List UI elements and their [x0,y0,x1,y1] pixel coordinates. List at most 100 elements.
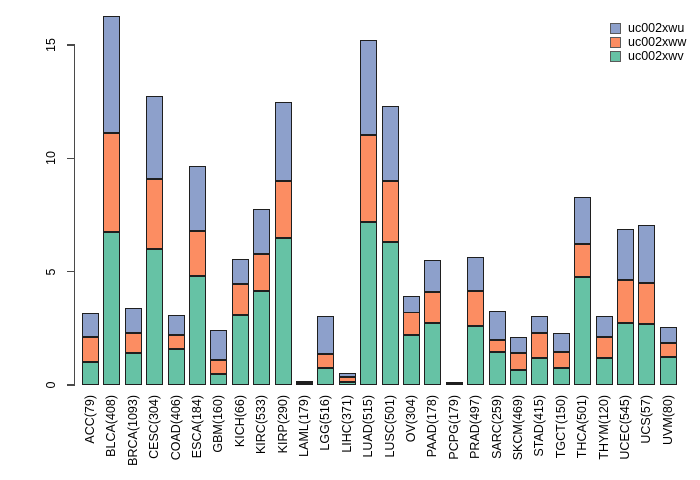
x-axis-label: LAML(179) [297,395,311,457]
bar-segment-uc002xwu [360,40,377,135]
legend-swatch-icon [610,50,621,62]
bar-segment-uc002xwv [403,335,420,385]
bar-segment-uc002xwu [510,337,527,354]
x-axis-label: LGG(516) [318,395,332,451]
x-axis-label: BRCA(1093) [126,395,140,466]
bar-segment-uc002xww [82,337,99,363]
bar-skcm [510,337,527,385]
bar-segment-uc002xwu [531,315,548,333]
x-axis-label: KIRC(533) [254,395,268,455]
bar-kich [232,259,249,385]
y-tick-mark [67,271,75,273]
bar-segment-uc002xwu [489,311,506,340]
bar-segment-uc002xww [531,332,548,358]
bar-segment-uc002xww [467,291,484,327]
x-axis-label: SARC(259) [490,395,504,459]
bar-pcpg [446,381,463,385]
bar-segment-uc002xww [146,178,163,249]
x-axis-label: UCEC(545) [618,395,632,460]
bar-segment-uc002xwv [275,237,292,385]
bar-segment-uc002xwu [210,329,227,361]
bar-gbm [210,329,227,385]
bar-segment-uc002xww [510,353,527,371]
x-axis-label: PCPG(179) [447,395,461,460]
x-axis-label: SKCM(469) [511,395,525,461]
bar-ov [403,295,420,385]
bar-segment-uc002xwu [446,381,463,384]
bar-segment-uc002xwu [253,209,270,254]
bar-segment-uc002xwv [531,357,548,385]
bar-segment-uc002xwv [489,352,506,385]
bar-thca [574,196,591,385]
bar-segment-uc002xwu [168,314,185,336]
bar-segment-uc002xwv [467,326,484,385]
bar-segment-uc002xwu [275,101,292,181]
x-axis-label: TGCT(150) [554,395,568,459]
bar-kirp [275,101,292,385]
x-axis-label: BLCA(408) [104,395,118,457]
bar-brca [125,308,142,385]
x-axis-label: KIRP(290) [276,395,290,454]
bar-segment-uc002xwu [553,332,570,353]
bar-segment-uc002xww [232,284,249,315]
bar-segment-uc002xww [125,332,142,354]
legend-item: uc002xwv [610,49,686,63]
bar-lgg [317,315,334,385]
x-axis-label: STAD(415) [532,395,546,457]
x-axis-label: COAD(406) [169,395,183,461]
bar-segment-uc002xwu [403,295,420,313]
bar-ucec [617,228,634,385]
bar-thym [596,315,613,385]
bar-segment-uc002xwv [253,290,270,385]
y-tick-label: 0 [44,381,58,389]
bar-segment-uc002xww [489,339,506,353]
y-tick-mark [67,44,75,46]
bar-segment-uc002xwu [382,106,399,181]
legend-label: uc002xwu [628,21,685,35]
bar-laml [296,381,313,385]
bar-segment-uc002xww [596,337,613,358]
bar-segment-uc002xwu [617,228,634,280]
x-axis-label: LIHC(371) [340,395,354,453]
x-axis-label: CESC(304) [147,395,161,459]
x-axis-label: GBM(160) [211,395,225,453]
bar-stad [531,315,548,385]
bar-segment-uc002xww [382,181,399,243]
bar-segment-uc002xwu [596,315,613,338]
bar-segment-uc002xww [403,312,420,336]
bar-segment-uc002xww [339,377,356,382]
bar-lihc [339,372,356,385]
x-axis-label: THYM(120) [597,395,611,460]
bar-segment-uc002xww [360,134,377,222]
bar-segment-uc002xwu [660,327,677,344]
bar-segment-uc002xww [253,253,270,291]
bar-segment-uc002xwv [360,221,377,385]
x-axis-label: UVM(80) [661,395,675,446]
bar-luad [360,40,377,385]
bar-segment-uc002xwu [103,15,120,134]
bar-segment-uc002xwv [210,373,227,385]
x-axis-label: PAAD(178) [425,395,439,458]
bar-segment-uc002xww [660,343,677,357]
bar-segment-uc002xwv [617,322,634,385]
y-axis-line [74,44,76,385]
bar-segment-uc002xwu [232,259,249,285]
bar-segment-uc002xww [574,244,591,278]
legend-swatch-icon [610,22,621,34]
y-tick-label: 5 [44,268,58,276]
bar-kirc [253,209,270,385]
y-tick-label: 10 [44,151,58,166]
bar-segment-uc002xwv [189,276,206,385]
bar-segment-uc002xwu [638,225,655,283]
bar-segment-uc002xww [617,279,634,323]
x-axis-label: ESCA(184) [190,395,204,459]
bar-segment-uc002xwv [510,370,527,385]
bar-segment-uc002xwv [146,249,163,385]
legend-item: uc002xwu [610,21,686,35]
bar-segment-uc002xww [317,353,334,368]
legend-label: uc002xww [628,35,687,49]
bar-segment-uc002xwv [339,381,356,385]
legend-item: uc002xww [610,35,686,49]
bar-paad [424,260,441,385]
